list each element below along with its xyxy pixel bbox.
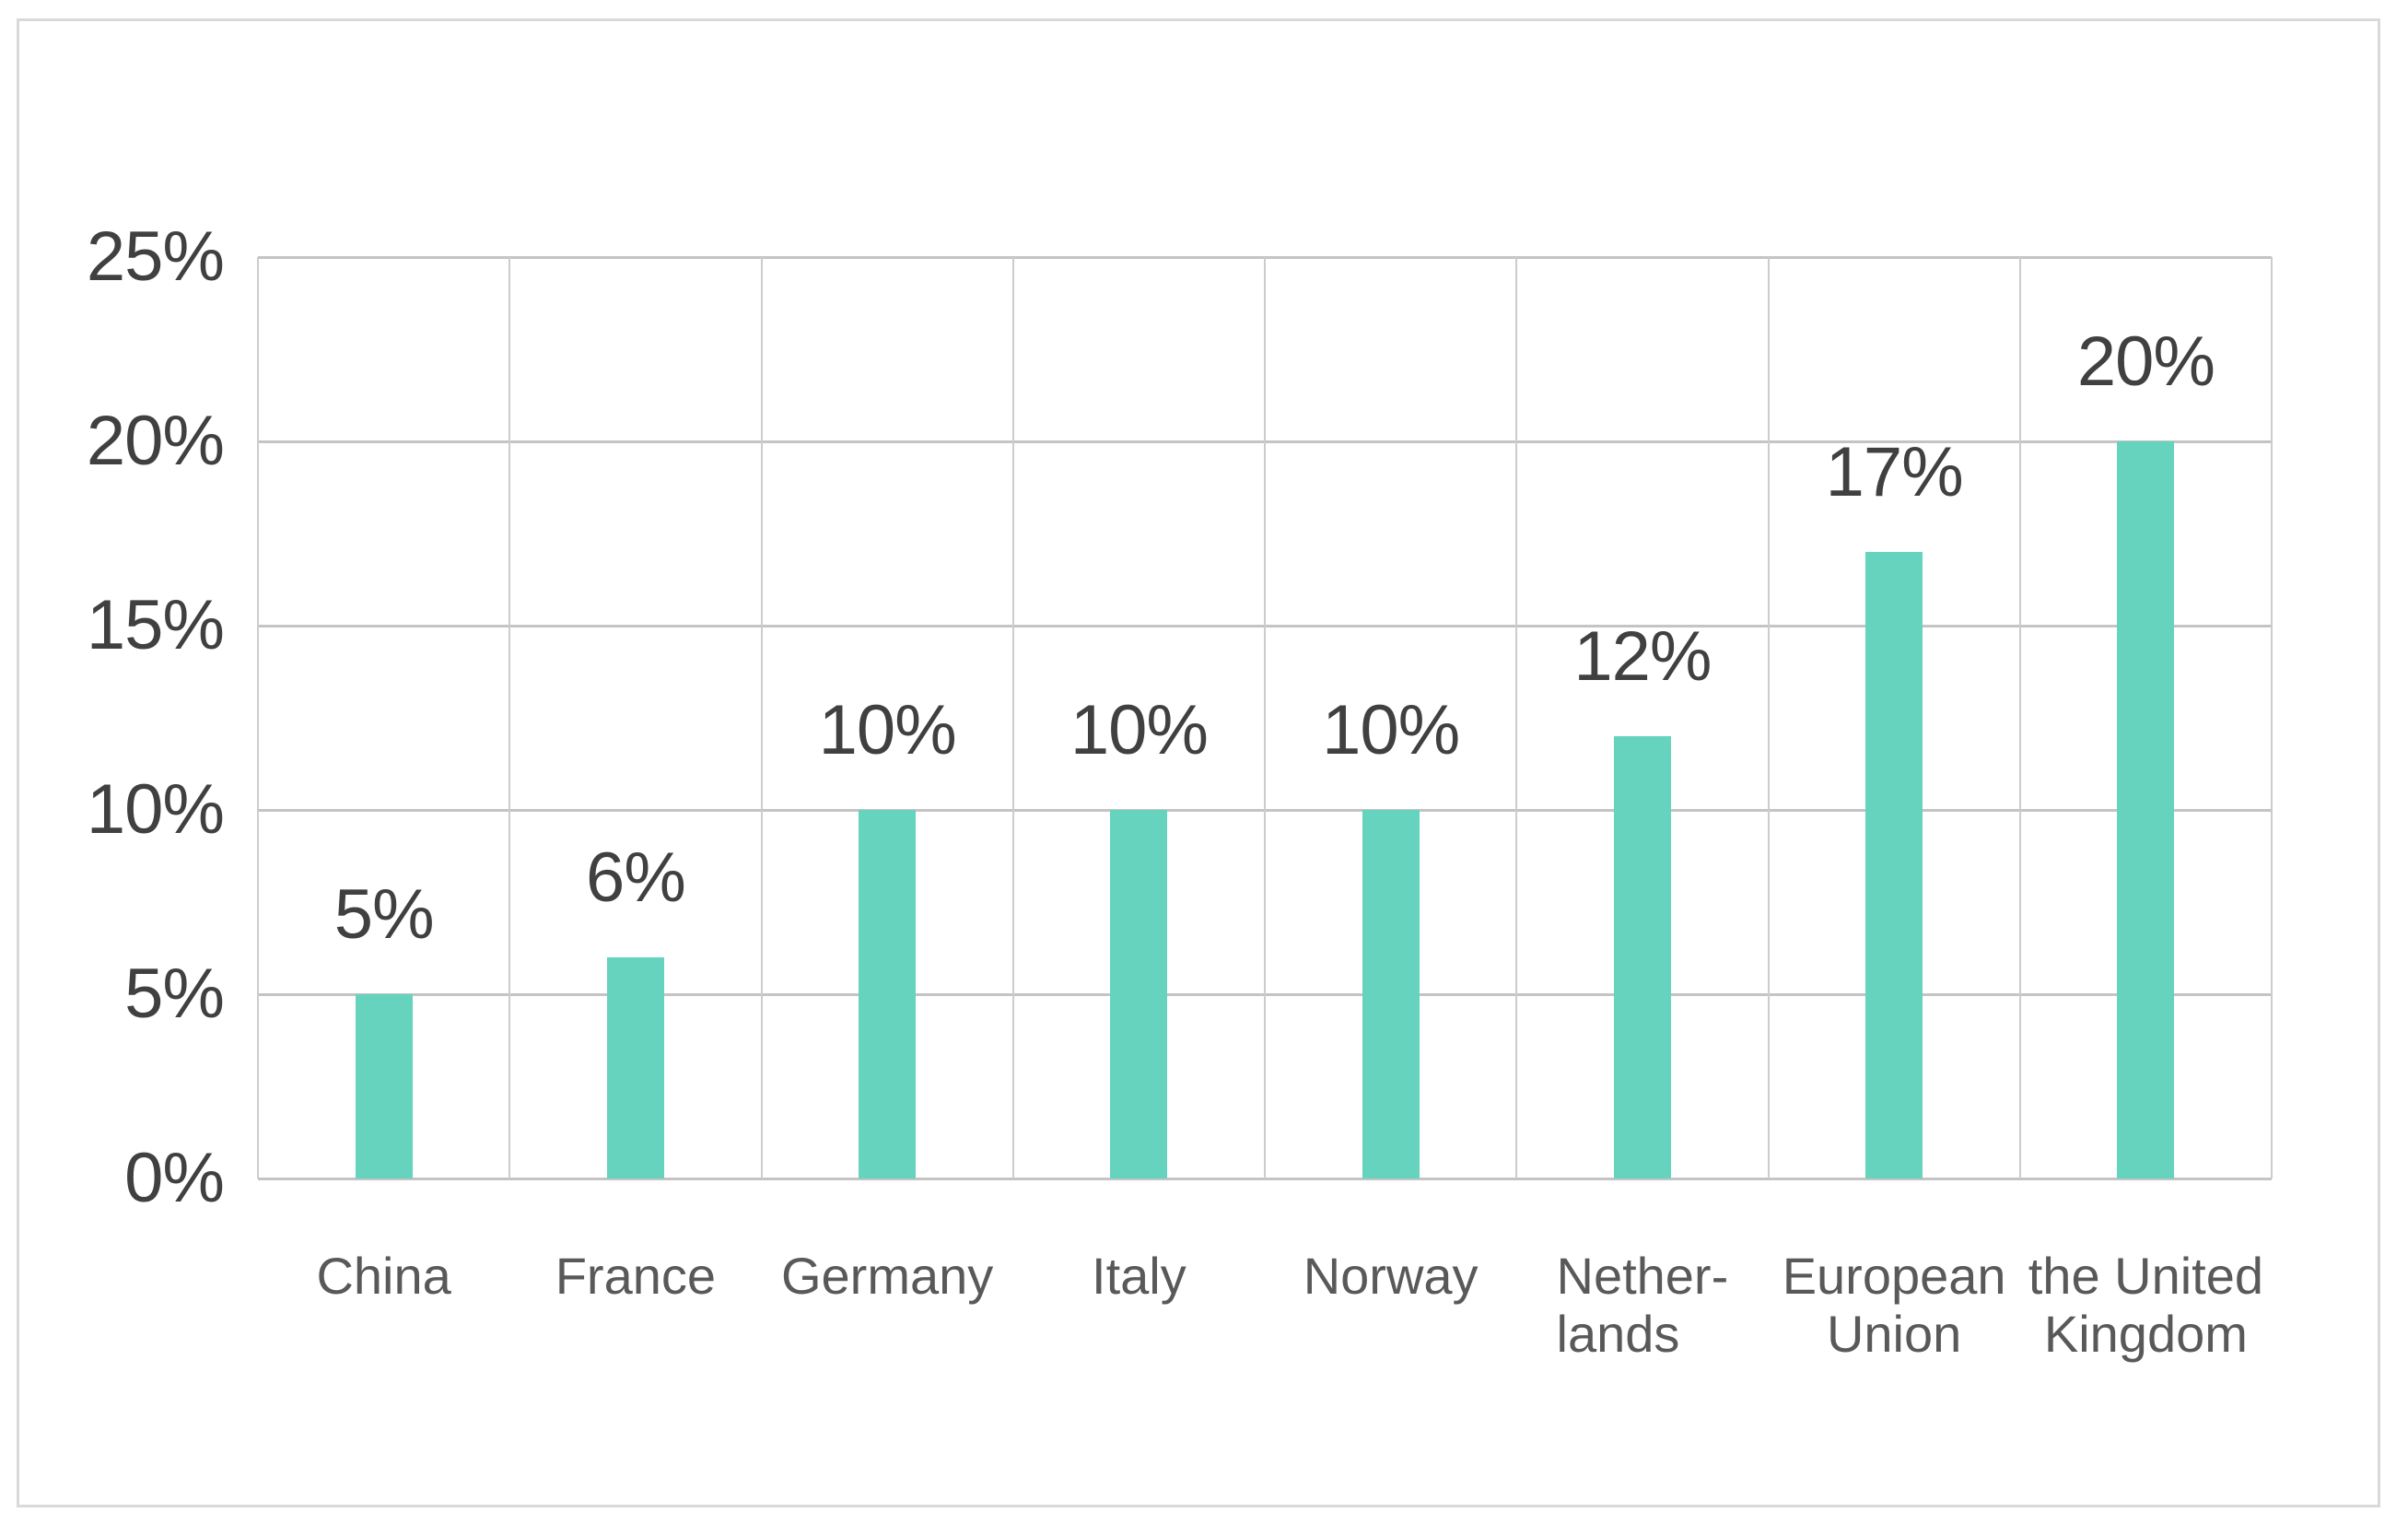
gridline-v-4: [1264, 257, 1266, 1178]
x-label-text-china: China: [316, 1247, 450, 1305]
x-label-line-france-0: France: [555, 1247, 717, 1305]
value-label-france: 6%: [585, 838, 686, 917]
chart-frame: 5% 6% 10% 10% 10% 12% 17% 20% 0% 5% 10% 15% 20% 25% …: [17, 18, 2380, 1507]
x-label-italy: Italy: [995, 1247, 1283, 1305]
x-label-china: China: [240, 1247, 528, 1305]
value-label-china: 5%: [333, 875, 435, 954]
x-label-text-italy: Italy: [1092, 1247, 1186, 1305]
x-label-text-france: France: [555, 1247, 716, 1305]
x-label-line-european-union-1: Union: [1826, 1305, 1962, 1363]
x-label-text-netherlands: Nether-lands: [1557, 1247, 1729, 1363]
gridline-h-0pct: [258, 1178, 2272, 1180]
x-label-line-germany-0: Germany: [780, 1247, 994, 1305]
x-label-text-the-united-kingdom: the United Kingdom: [2028, 1247, 2263, 1363]
gridline-v-8: [2271, 257, 2273, 1178]
x-label-text-european-union: European Union: [1783, 1247, 2006, 1363]
gridline-v-7: [2018, 257, 2021, 1178]
x-label-line-norway-0: Norway: [1303, 1247, 1479, 1305]
x-label-text-norway: Norway: [1303, 1247, 1479, 1305]
value-label-germany: 10%: [818, 691, 957, 769]
gridline-v-0: [257, 257, 259, 1178]
value-label-european-union: 17%: [1825, 433, 1964, 511]
bar-italy: [1110, 810, 1168, 1178]
x-label-netherlands: Nether-lands: [1498, 1247, 1786, 1363]
value-label-italy: 10%: [1070, 691, 1209, 769]
x-label-line-european-union-0: European: [1782, 1247, 2006, 1305]
value-label-the-united-kingdom: 20%: [2076, 322, 2215, 401]
x-label-germany: Germany: [743, 1247, 1032, 1305]
x-label-norway: Norway: [1246, 1247, 1535, 1305]
value-label-norway: 10%: [1322, 691, 1460, 769]
bar-china: [355, 994, 413, 1178]
x-label-line-china-0: China: [316, 1247, 451, 1305]
y-tick-0pct: 0%: [124, 1139, 225, 1217]
gridline-v-6: [1767, 257, 1770, 1178]
x-label-france: France: [491, 1247, 779, 1305]
x-label-line-netherlands-1: lands: [1556, 1305, 1680, 1363]
x-label-european-union: European Union: [1750, 1247, 2039, 1363]
gridline-v-3: [1011, 257, 1014, 1178]
x-label-line-the-united-kingdom-1: Kingdom: [2043, 1305, 2248, 1363]
bar-netherlands: [1613, 736, 1671, 1178]
x-label-the-united-kingdom: the United Kingdom: [2002, 1247, 2290, 1363]
y-tick-20pct: 20%: [86, 402, 225, 480]
gridline-v-2: [760, 257, 763, 1178]
bar-norway: [1362, 810, 1420, 1178]
y-tick-15pct: 15%: [86, 586, 225, 664]
x-label-text-germany: Germany: [781, 1247, 993, 1305]
bar-germany: [859, 810, 917, 1178]
bar-the-united-kingdom: [2117, 441, 2175, 1178]
bar-france: [606, 957, 664, 1178]
x-label-line-netherlands-0: Nether-: [1556, 1247, 1729, 1305]
x-label-line-italy-0: Italy: [1092, 1247, 1186, 1305]
gridline-v-1: [508, 257, 511, 1178]
y-tick-25pct: 25%: [86, 217, 225, 296]
gridline-v-5: [1515, 257, 1518, 1178]
value-label-netherlands: 12%: [1573, 617, 1712, 696]
bar-european-union: [1865, 552, 1923, 1178]
y-tick-10pct: 10%: [86, 770, 225, 849]
y-tick-5pct: 5%: [124, 955, 225, 1033]
x-label-line-the-united-kingdom-0: the United: [2028, 1247, 2264, 1305]
